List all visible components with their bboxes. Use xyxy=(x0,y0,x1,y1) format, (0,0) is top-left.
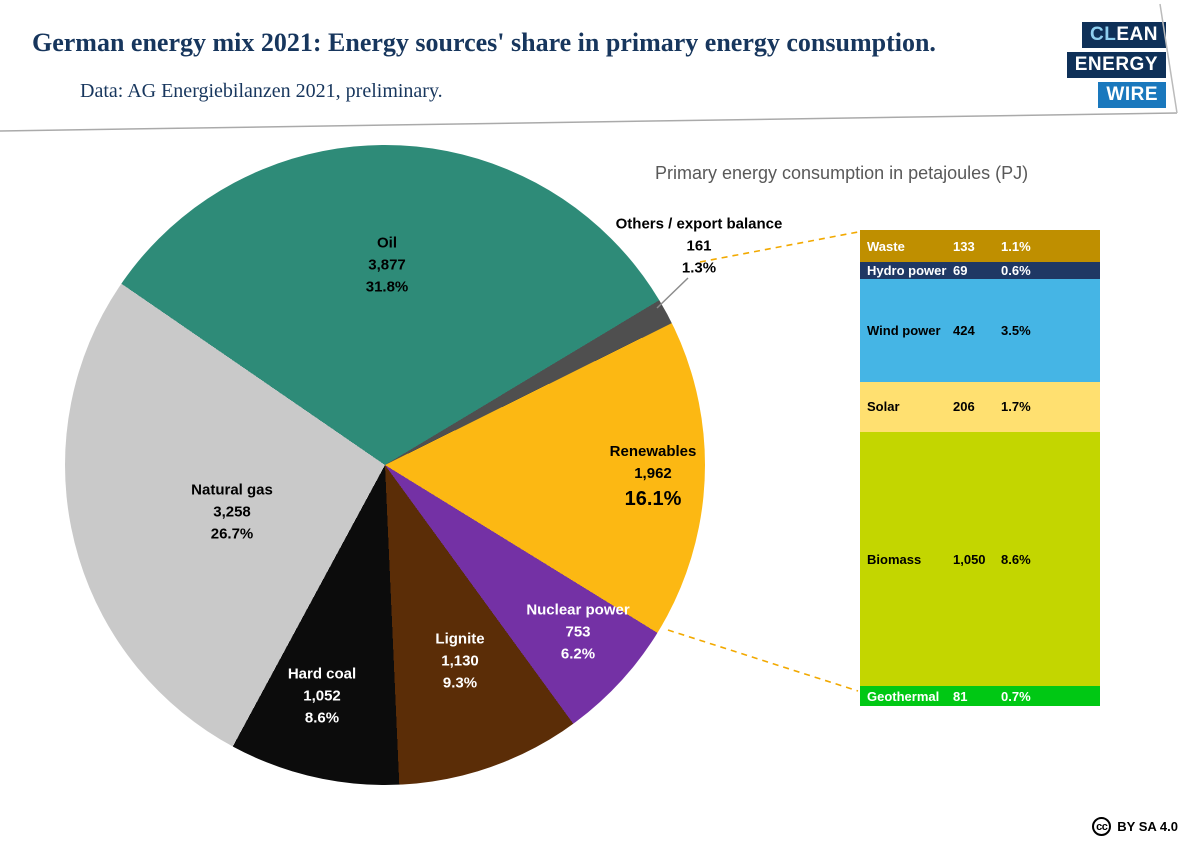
pie-label-renewables: Renewables 1,962 16.1% xyxy=(610,441,697,514)
pie-label-natural-gas: Natural gas 3,258 26.7% xyxy=(191,479,273,544)
logo-line-clean: CLEAN xyxy=(1082,22,1166,48)
segment-value: 133 xyxy=(953,238,975,254)
renewables-breakdown-bar: Waste 133 1.1% Hydro power 69 0.6% Wind … xyxy=(860,230,1100,706)
segment-value: 206 xyxy=(953,399,975,415)
segment-name: Hydro power xyxy=(867,263,947,279)
slice-pct: 16.1% xyxy=(624,487,682,510)
logo-clean-rest: EAN xyxy=(1116,24,1158,45)
renewables-connector-bottom xyxy=(667,629,859,692)
slice-value: 3,877 xyxy=(368,256,406,274)
slice-value: 1,130 xyxy=(441,652,479,670)
logo-clean-highlight: CL xyxy=(1090,24,1117,45)
cc-icon: cc xyxy=(1092,817,1112,836)
slice-name: Nuclear power xyxy=(526,601,630,619)
slice-pct: 31.8% xyxy=(365,277,409,295)
segment-name: Waste xyxy=(867,238,905,254)
clean-energy-wire-logo: CLEAN ENERGY WIRE xyxy=(1066,22,1166,108)
data-source-note: Data: AG Energiebilanzen 2021, prelimina… xyxy=(80,80,443,102)
segment-value: 1,050 xyxy=(953,551,986,567)
logo-line-energy: ENERGY xyxy=(1066,51,1166,78)
logo-line-wire: WIRE xyxy=(1098,81,1166,108)
slice-name: Renewables xyxy=(609,442,697,460)
slice-value: 1,052 xyxy=(303,687,341,705)
slice-pct: 6.2% xyxy=(560,644,596,662)
segment-pct: 0.7% xyxy=(1001,688,1031,704)
pie-label-others-export-balance: Others / export balance 161 1.3% xyxy=(616,213,783,278)
slice-name: Others / export balance xyxy=(615,215,783,233)
slice-value: 161 xyxy=(686,237,712,255)
segment-name: Biomass xyxy=(867,551,922,567)
bar-segment: Wind power 424 3.5% xyxy=(860,278,1100,382)
pie-label-lignite: Lignite 1,130 9.3% xyxy=(435,628,484,693)
slice-name: Oil xyxy=(376,234,398,252)
slice-name: Hard coal xyxy=(287,665,357,683)
slice-value: 753 xyxy=(565,623,591,641)
slice-pct: 26.7% xyxy=(210,524,254,542)
page-title: German energy mix 2021: Energy sources' … xyxy=(32,28,936,57)
pie-chart xyxy=(65,145,705,785)
license-text: BY SA 4.0 xyxy=(1117,819,1178,834)
header-divider xyxy=(0,3,1178,132)
bar-segment: Hydro power 69 0.6% xyxy=(860,262,1100,279)
slice-pct: 1.3% xyxy=(681,258,717,276)
bar-segment: Waste 133 1.1% xyxy=(860,230,1100,263)
slice-value: 1,962 xyxy=(634,464,672,482)
slice-pct: 8.6% xyxy=(304,708,340,726)
slice-value: 3,258 xyxy=(213,503,251,521)
slice-pct: 9.3% xyxy=(442,673,478,691)
slice-name: Lignite xyxy=(435,630,485,648)
segment-name: Wind power xyxy=(867,322,941,338)
license-badge: cc BY SA 4.0 xyxy=(1092,817,1178,836)
bar-segment: Biomass 1,050 8.6% xyxy=(860,431,1100,687)
pie-label-hard-coal: Hard coal 1,052 8.6% xyxy=(288,663,356,728)
segment-value: 81 xyxy=(953,688,968,704)
slice-name: Natural gas xyxy=(191,481,273,499)
segment-pct: 8.6% xyxy=(1001,551,1031,567)
unit-label: Primary energy consumption in petajoules… xyxy=(655,163,1029,183)
bar-segment: Solar 206 1.7% xyxy=(860,381,1100,432)
segment-pct: 1.1% xyxy=(1001,238,1031,254)
segment-name: Geothermal xyxy=(867,688,940,704)
segment-pct: 0.6% xyxy=(1001,263,1031,279)
segment-name: Solar xyxy=(867,399,900,415)
pie-label-oil: Oil 3,877 31.8% xyxy=(366,232,409,297)
bar-segment: Geothermal 81 0.7% xyxy=(860,686,1100,706)
segment-pct: 3.5% xyxy=(1001,322,1031,338)
segment-pct: 1.7% xyxy=(1001,399,1031,415)
segment-value: 69 xyxy=(953,263,968,279)
segment-value: 424 xyxy=(953,322,975,338)
pie-label-nuclear-power: Nuclear power 753 6.2% xyxy=(526,599,629,664)
